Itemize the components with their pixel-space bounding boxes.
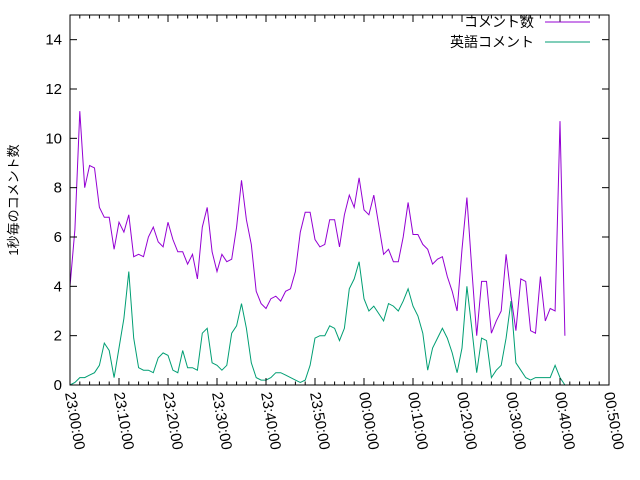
legend-label: コメント数 (464, 14, 534, 30)
x-tick-label: 23:50:00 (306, 391, 333, 451)
x-tick-label: 23:40:00 (257, 391, 284, 451)
y-tick-label: 2 (54, 328, 62, 345)
x-tick-label: 23:00:00 (61, 391, 88, 451)
x-tick-label: 00:30:00 (502, 391, 529, 451)
y-axis-label: 1秒毎のコメント数 (6, 144, 21, 255)
x-tick-labels: 23:00:00 23:10:00 23:20:00 23:30:00 23:40:00… (61, 391, 627, 451)
y-tick-label: 8 (54, 180, 62, 197)
legend-label: 英語コメント (450, 34, 534, 50)
plot-frame (69, 14, 610, 386)
series-lines (69, 111, 566, 386)
y-tick-label: 12 (45, 81, 62, 98)
series-line-1 (69, 261, 566, 386)
x-tick-label: 00:40:00 (551, 391, 578, 451)
y-tick-labels: 0 2 4 6 8 10 12 14 (45, 32, 62, 394)
x-tick-label: 23:20:00 (159, 391, 186, 451)
y-tick-label: 14 (45, 32, 62, 49)
x-tick-label: 00:00:00 (355, 391, 382, 451)
x-tick-label: 00:20:00 (453, 391, 480, 451)
x-tick-label: 23:10:00 (110, 391, 137, 451)
x-tick-label: 00:50:00 (600, 391, 627, 451)
y-tick-label: 10 (45, 130, 62, 147)
y-tick-label: 6 (54, 229, 62, 246)
y-tick-label: 0 (54, 377, 62, 394)
x-tick-label: 23:30:00 (208, 391, 235, 451)
axis-ticks (69, 15, 610, 386)
x-tick-label: 00:10:00 (404, 391, 431, 451)
y-tick-label: 4 (54, 278, 62, 295)
series-line-0 (69, 111, 566, 336)
